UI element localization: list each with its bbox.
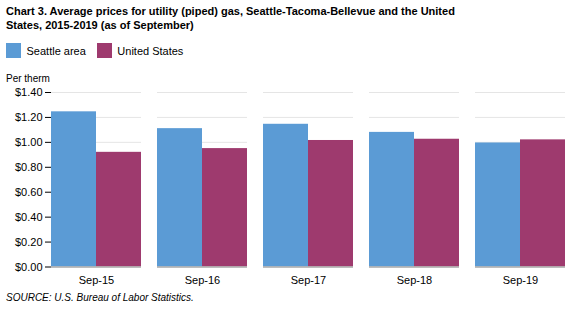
html-text:States, 2015-2019 (as of Septe: States, 2015-2019 (as of September) bbox=[6, 19, 194, 31]
svg-text:Sep-15: Sep-15 bbox=[79, 273, 114, 285]
html-text:Per therm: Per therm bbox=[6, 72, 50, 84]
svg-text:$1.20: $1.20 bbox=[15, 110, 43, 122]
svg-text:$1.00: $1.00 bbox=[15, 135, 43, 147]
svg-text:Sep-17: Sep-17 bbox=[291, 273, 326, 285]
svg-text:$0.20: $0.20 bbox=[15, 235, 43, 247]
html-text:United States: United States bbox=[117, 44, 184, 57]
html-text:Seattle area: Seattle area bbox=[26, 44, 86, 57]
html-text:Chart 3. Average prices for ut: Chart 3. Average prices for utility (pip… bbox=[6, 5, 455, 17]
svg-text:$0.00: $0.00 bbox=[15, 260, 43, 272]
svg-text:$0.80: $0.80 bbox=[15, 160, 43, 172]
svg-text:$0.60: $0.60 bbox=[15, 185, 43, 197]
svg-text:Sep-16: Sep-16 bbox=[185, 273, 220, 285]
svg-text:$0.40: $0.40 bbox=[15, 210, 43, 222]
svg-text:$1.40: $1.40 bbox=[15, 86, 43, 98]
svg-text:Sep-18: Sep-18 bbox=[397, 273, 432, 285]
html-text:SOURCE: U.S. Bureau of Labor S: SOURCE: U.S. Bureau of Labor Statistics. bbox=[6, 292, 194, 303]
svg-text:Sep-19: Sep-19 bbox=[503, 273, 538, 285]
